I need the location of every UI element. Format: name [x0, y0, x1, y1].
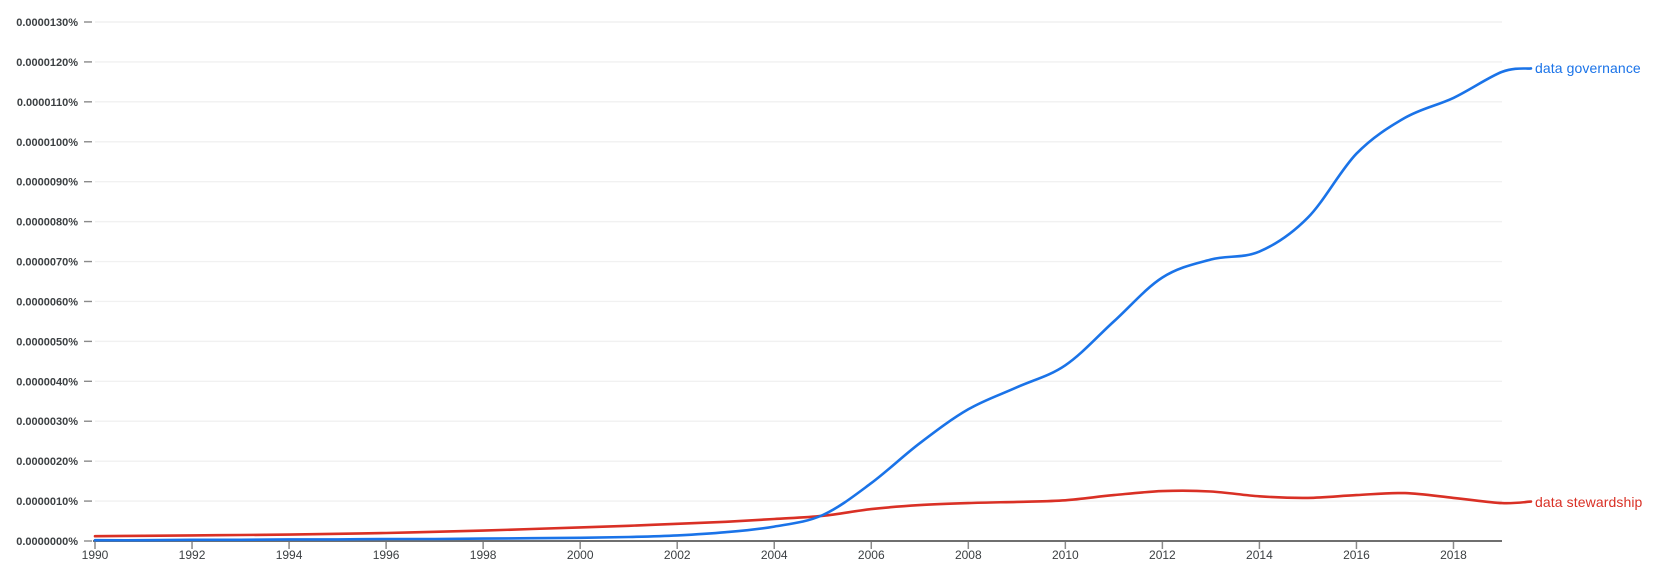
x-tick-label: 2008: [955, 548, 982, 562]
series-line-data-governance[interactable]: [93, 67, 1533, 542]
x-tick-label: 2002: [664, 548, 691, 562]
series-line-data-stewardship[interactable]: [93, 489, 1533, 538]
x-tick-label: 1998: [470, 548, 497, 562]
x-tick-label: 2014: [1246, 548, 1273, 562]
x-tick-label: 2004: [761, 548, 788, 562]
y-tick-label: 0.0000120%: [16, 57, 78, 69]
y-tick-label: 0.0000010%: [16, 496, 78, 508]
series-label-data-governance[interactable]: data governance: [1535, 60, 1641, 77]
x-tick-label: 1992: [179, 548, 206, 562]
y-tick-label: 0.0000030%: [16, 416, 78, 428]
x-tick-label: 2000: [567, 548, 594, 562]
y-tick-label: 0.0000110%: [17, 97, 78, 109]
y-tick-label: 0.0000080%: [16, 217, 78, 229]
x-tick-label: 2010: [1052, 548, 1079, 562]
y-tick-label: 0.0000000%: [16, 536, 78, 548]
x-tick-label: 2018: [1440, 548, 1467, 562]
y-tick-label: 0.0000090%: [16, 177, 78, 189]
x-tick-label: 2012: [1149, 548, 1176, 562]
y-tick-label: 0.0000040%: [16, 376, 78, 388]
y-tick-label: 0.0000020%: [16, 456, 78, 468]
x-tick-label: 1996: [373, 548, 400, 562]
x-tick-label: 1994: [276, 548, 303, 562]
series-label-data-stewardship[interactable]: data stewardship: [1535, 493, 1643, 510]
y-tick-label: 0.0000070%: [16, 257, 78, 269]
y-tick-label: 0.0000050%: [16, 336, 78, 348]
y-tick-label: 0.0000100%: [16, 137, 78, 149]
x-tick-label: 1990: [82, 548, 109, 562]
x-tick-label: 2006: [858, 548, 885, 562]
x-tick-label: 2016: [1343, 548, 1370, 562]
y-tick-label: 0.0000060%: [16, 296, 78, 308]
y-tick-label: 0.0000130%: [16, 17, 78, 29]
